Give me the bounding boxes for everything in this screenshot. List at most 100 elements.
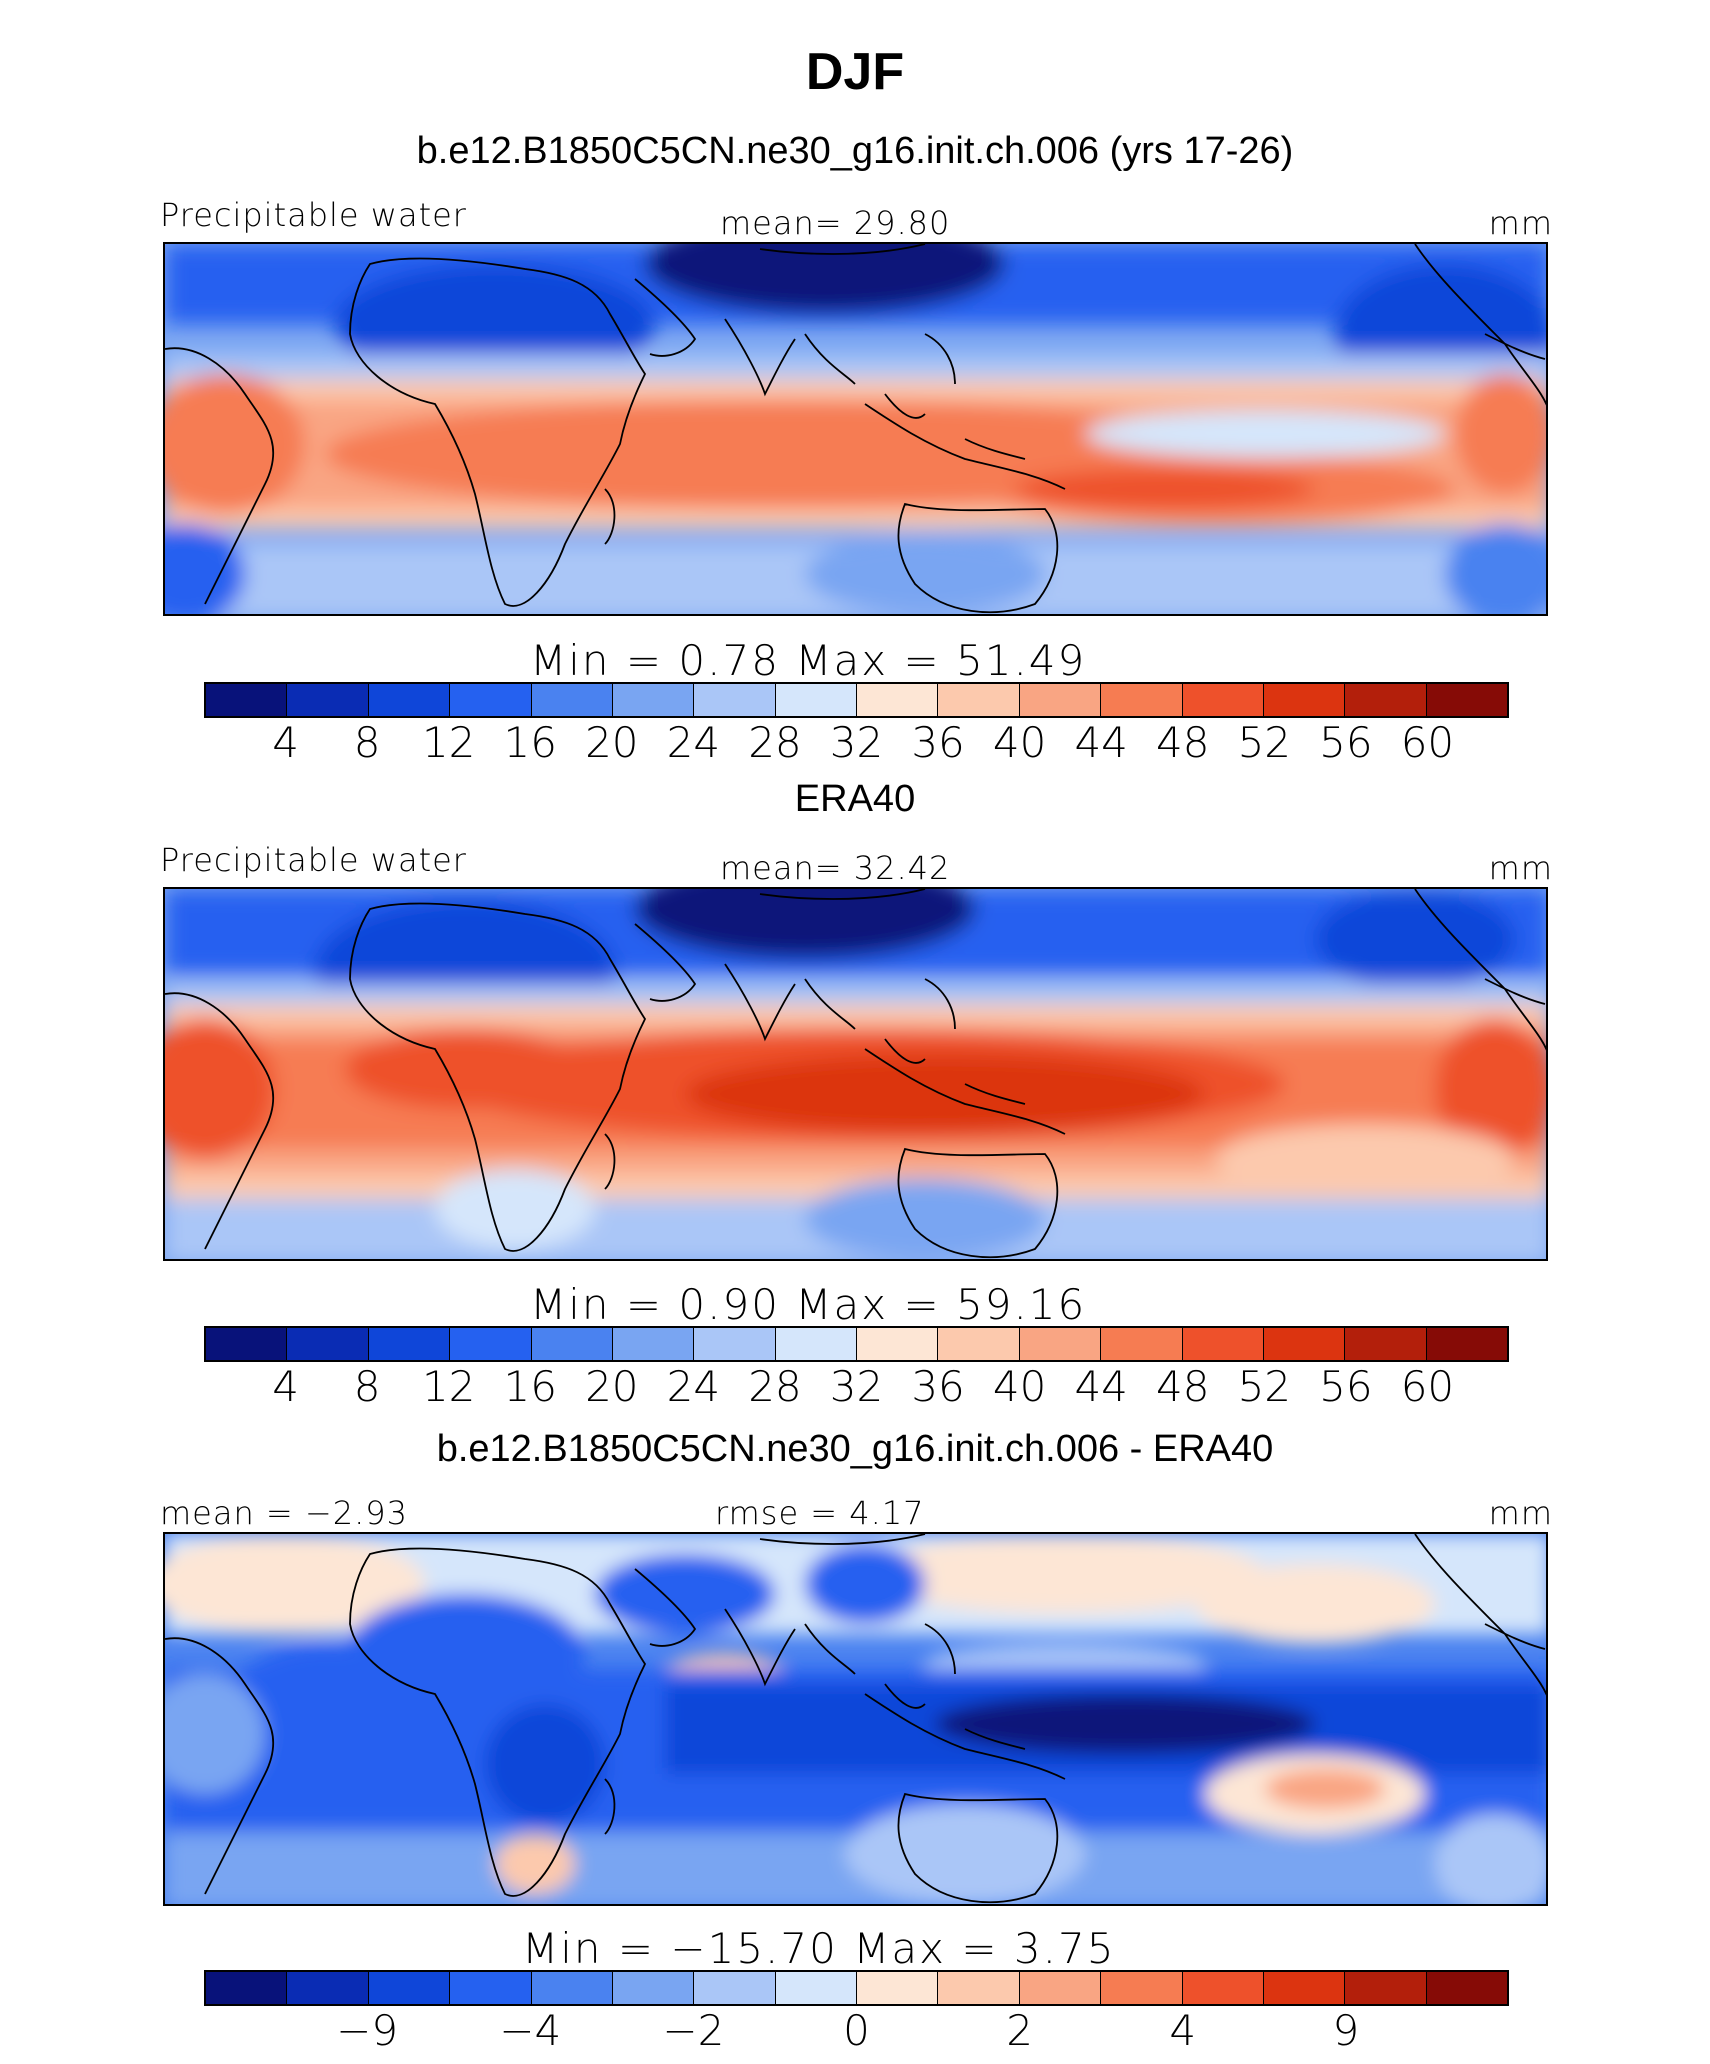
colorbar-swatch xyxy=(450,1972,532,2004)
panel-2-minmax: Min = 0.90 Max = 59.16 xyxy=(530,1280,1087,1329)
figure-title: DJF xyxy=(805,43,905,101)
colorbar-tick-label: 28 xyxy=(748,718,802,767)
colorbar-swatch xyxy=(1263,684,1346,716)
colorbar-swatch xyxy=(531,684,613,716)
colorbar-tick-label: 48 xyxy=(1156,1362,1210,1411)
panel-2-map xyxy=(163,887,1548,1261)
colorbar-swatch xyxy=(1101,1328,1183,1360)
colorbar-swatch xyxy=(1426,684,1507,716)
panel-1-minmax: Min = 0.78 Max = 51.49 xyxy=(530,636,1087,685)
panel-2-coastlines xyxy=(165,889,1546,1259)
panel-3-colorbar xyxy=(204,1970,1509,2006)
colorbar-tick-label: 56 xyxy=(1319,1362,1373,1411)
colorbar-tick-label: −9 xyxy=(336,2006,399,2055)
panel-3-title: b.e12.B1850C5CN.ne30_g16.init.ch.006 - E… xyxy=(436,1428,1274,1470)
colorbar-swatch xyxy=(612,1972,695,2004)
panel-1-mean-label: mean= 29.80 xyxy=(720,204,951,242)
colorbar-swatch xyxy=(1426,1328,1507,1360)
colorbar-swatch xyxy=(1263,1972,1346,2004)
colorbar-swatch xyxy=(1019,1328,1102,1360)
colorbar-tick-label: 20 xyxy=(585,718,639,767)
colorbar-swatch xyxy=(531,1972,613,2004)
panel-3-mean-label: mean = −2.93 xyxy=(160,1494,408,1532)
colorbar-tick-label: 52 xyxy=(1237,1362,1292,1411)
colorbar-swatch xyxy=(612,1328,695,1360)
panel-1-units-label: mm xyxy=(1488,204,1553,242)
colorbar-tick-label: 28 xyxy=(748,1362,802,1411)
colorbar-swatch xyxy=(775,1328,857,1360)
colorbar-swatch xyxy=(1182,1972,1264,2004)
colorbar-tick-label: 32 xyxy=(829,718,884,767)
colorbar-swatch xyxy=(1345,684,1427,716)
colorbar-tick-label: 20 xyxy=(585,1362,639,1411)
panel-2-units-label: mm xyxy=(1488,849,1553,887)
colorbar-swatch xyxy=(368,684,451,716)
colorbar-tick-label: 16 xyxy=(503,1362,557,1411)
colorbar-tick-label: 36 xyxy=(911,718,965,767)
colorbar-tick-label: 8 xyxy=(353,1362,381,1411)
colorbar-tick-label: 12 xyxy=(421,718,476,767)
panel-1-colorbar xyxy=(204,682,1509,718)
colorbar-tick-label: 40 xyxy=(992,1362,1047,1411)
colorbar-swatch xyxy=(1182,1328,1264,1360)
colorbar-tick-label: 4 xyxy=(1169,2006,1197,2055)
colorbar-tick-label: 60 xyxy=(1400,718,1455,767)
panel-1-map-field xyxy=(165,244,1546,614)
colorbar-tick-label: −2 xyxy=(662,2006,725,2055)
colorbar-tick-label: 4 xyxy=(272,718,299,767)
panel-2-title: ERA40 xyxy=(794,778,916,820)
panel-1-variable-label: Precipitable water xyxy=(160,196,467,234)
colorbar-swatch xyxy=(1263,1328,1346,1360)
colorbar-swatch xyxy=(1345,1328,1427,1360)
colorbar-tick-label: 4 xyxy=(272,1362,299,1411)
panel-3-rmse-label: rmse = 4.17 xyxy=(715,1494,925,1532)
colorbar-swatch xyxy=(450,1328,532,1360)
panel-2-colorbar xyxy=(204,1326,1509,1362)
colorbar-swatch xyxy=(694,684,776,716)
colorbar-swatch xyxy=(1426,1972,1507,2004)
colorbar-swatch xyxy=(1101,684,1183,716)
colorbar-swatch xyxy=(206,1972,288,2004)
colorbar-tick-label: 32 xyxy=(829,1362,884,1411)
colorbar-swatch xyxy=(287,684,369,716)
panel-2-mean-label: mean= 32.42 xyxy=(720,849,951,887)
colorbar-tick-label: 56 xyxy=(1319,718,1373,767)
panel-3-units-label: mm xyxy=(1488,1494,1553,1532)
colorbar-tick-label: 44 xyxy=(1074,1362,1128,1411)
colorbar-tick-label: 24 xyxy=(666,1362,721,1411)
colorbar-swatch xyxy=(1182,684,1264,716)
panel-3-minmax: Min = −15.70 Max = 3.75 xyxy=(522,1924,1116,1973)
colorbar-tick-label: −4 xyxy=(499,2006,562,2055)
colorbar-swatch xyxy=(531,1328,613,1360)
colorbar-swatch xyxy=(1101,1972,1183,2004)
colorbar-swatch xyxy=(775,684,857,716)
colorbar-swatch xyxy=(368,1328,451,1360)
colorbar-tick-label: 36 xyxy=(911,1362,965,1411)
panel-1-coastlines xyxy=(165,244,1546,614)
colorbar-swatch xyxy=(775,1972,857,2004)
colorbar-swatch xyxy=(612,684,695,716)
colorbar-swatch xyxy=(287,1328,369,1360)
panel-1-map xyxy=(163,242,1548,616)
colorbar-swatch xyxy=(938,1328,1020,1360)
colorbar-swatch xyxy=(206,684,288,716)
colorbar-swatch xyxy=(857,1328,939,1360)
colorbar-swatch xyxy=(694,1972,776,2004)
panel-3-map-field xyxy=(165,1534,1546,1904)
colorbar-swatch xyxy=(1019,1972,1102,2004)
colorbar-tick-label: 16 xyxy=(503,718,557,767)
colorbar-swatch xyxy=(206,1328,288,1360)
colorbar-tick-label: 44 xyxy=(1074,718,1128,767)
colorbar-swatch xyxy=(450,684,532,716)
colorbar-tick-label: 0 xyxy=(843,2006,870,2055)
colorbar-tick-label: 12 xyxy=(421,1362,476,1411)
colorbar-swatch xyxy=(287,1972,369,2004)
colorbar-swatch xyxy=(857,1972,939,2004)
panel-2-variable-label: Precipitable water xyxy=(160,841,467,879)
colorbar-swatch xyxy=(1019,684,1102,716)
panel-3-coastlines xyxy=(165,1534,1546,1904)
panel-3-map xyxy=(163,1532,1548,1906)
colorbar-tick-label: 48 xyxy=(1156,718,1210,767)
colorbar-tick-label: 9 xyxy=(1332,2006,1360,2055)
colorbar-tick-label: 24 xyxy=(666,718,721,767)
